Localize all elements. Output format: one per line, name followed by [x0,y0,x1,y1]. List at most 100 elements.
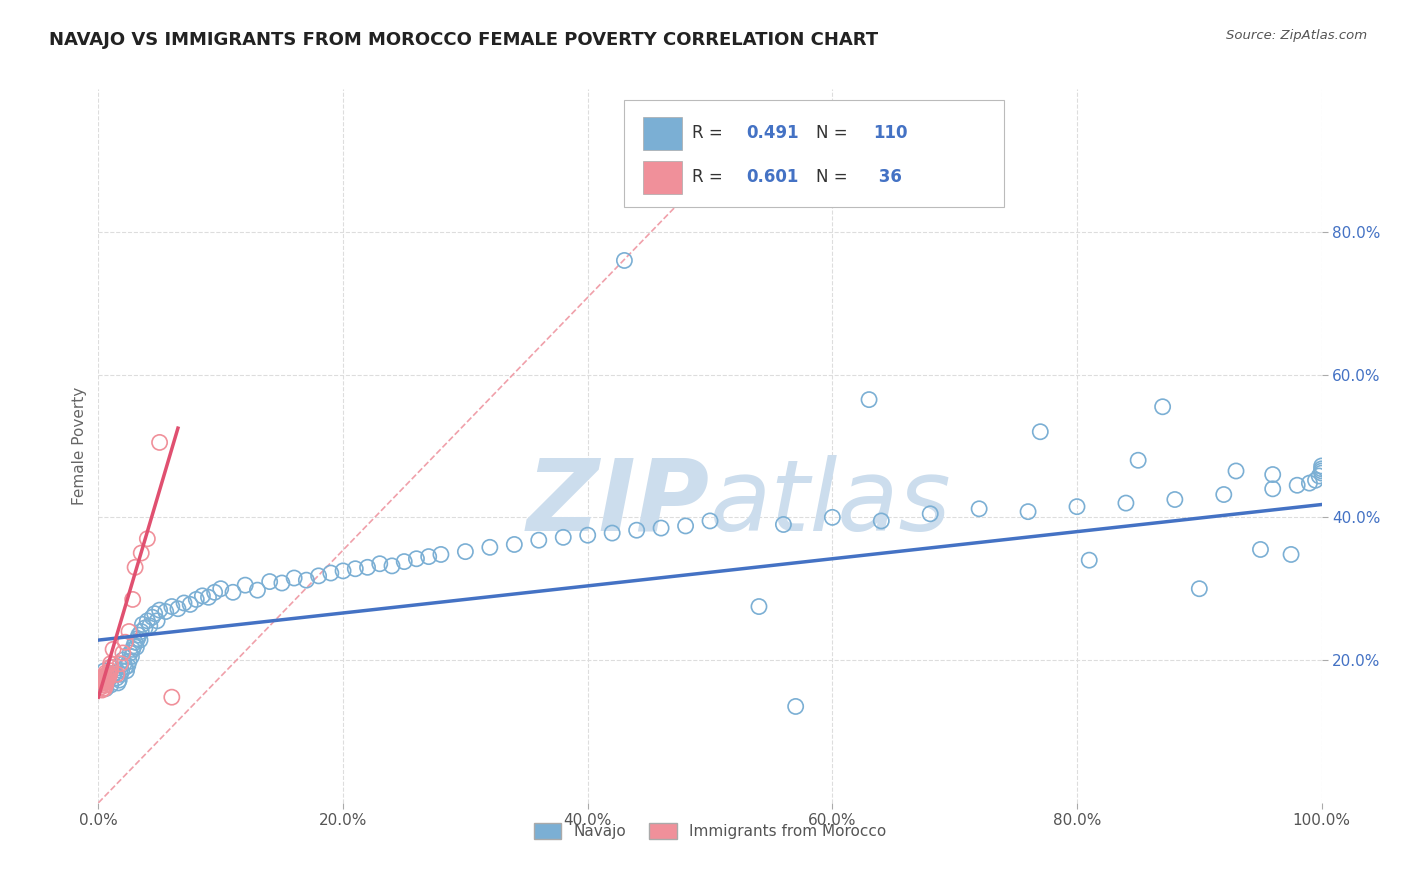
Point [553,530,575,544]
Point [118,624,141,639]
Point [1261,482,1284,496]
Point [1212,487,1234,501]
Point [1115,496,1137,510]
Point [1017,505,1039,519]
Point [93,671,115,685]
Point [107,676,129,690]
Point [124,635,146,649]
Legend: Navajo, Immigrants from Morocco: Navajo, Immigrants from Morocco [527,817,893,845]
Point [319,566,342,580]
Text: 0.601: 0.601 [747,168,799,186]
Point [1286,478,1309,492]
Point [1298,476,1320,491]
Point [98,669,121,683]
Point [100,657,122,671]
Point [430,548,453,562]
Point [121,592,143,607]
Point [98,667,121,681]
Point [94,678,117,692]
Point [91,683,114,698]
Text: 0.491: 0.491 [747,124,800,142]
Point [114,635,136,649]
Point [418,549,440,564]
Point [772,517,794,532]
Point [134,621,156,635]
FancyBboxPatch shape [643,117,682,150]
Point [96,674,118,689]
Point [90,673,112,687]
Point [186,592,208,607]
Point [179,598,201,612]
Point [748,599,770,614]
Point [110,657,132,671]
Point [478,541,501,555]
Point [117,658,139,673]
Point [246,583,269,598]
Point [91,678,114,692]
Point [93,673,115,687]
Point [103,665,125,680]
Point [93,669,115,683]
Point [405,551,427,566]
Text: N =: N = [817,168,853,186]
Point [613,253,636,268]
Point [1078,553,1101,567]
Point [356,560,378,574]
Point [127,632,149,646]
Point [626,523,648,537]
Text: 36: 36 [873,168,901,186]
Point [160,690,183,705]
Point [128,628,150,642]
Point [527,533,550,548]
Point [141,610,163,624]
Point [114,660,136,674]
Point [121,642,143,657]
Point [97,665,120,680]
Point [108,673,131,687]
Point [167,601,190,615]
Point [155,605,177,619]
Point [1152,400,1174,414]
Point [1249,542,1271,557]
Point [93,664,115,678]
Text: N =: N = [817,124,853,142]
Point [191,589,214,603]
Point [821,510,844,524]
Point [124,560,146,574]
Point [111,664,134,678]
Point [173,596,195,610]
Point [97,671,120,685]
Point [149,435,172,450]
Point [91,671,114,685]
Point [675,519,697,533]
Point [295,573,318,587]
Point [270,576,294,591]
Point [454,544,477,558]
Point [1308,469,1330,483]
Point [1310,462,1333,476]
Point [1188,582,1211,596]
Point [160,599,183,614]
Point [368,557,391,571]
Point [858,392,880,407]
Point [105,671,128,685]
Point [1310,458,1333,473]
Point [94,674,117,689]
Point [143,607,166,621]
Point [96,673,118,687]
Point [197,591,219,605]
Point [129,624,152,639]
Point [96,669,118,683]
Text: R =: R = [692,124,728,142]
Point [1310,464,1333,478]
Point [308,569,330,583]
Point [111,653,134,667]
Point [129,546,152,560]
Point [209,582,232,596]
Point [89,676,111,690]
Point [1261,467,1284,482]
Point [136,532,159,546]
Point [136,614,159,628]
FancyBboxPatch shape [624,100,1004,207]
Point [120,649,142,664]
